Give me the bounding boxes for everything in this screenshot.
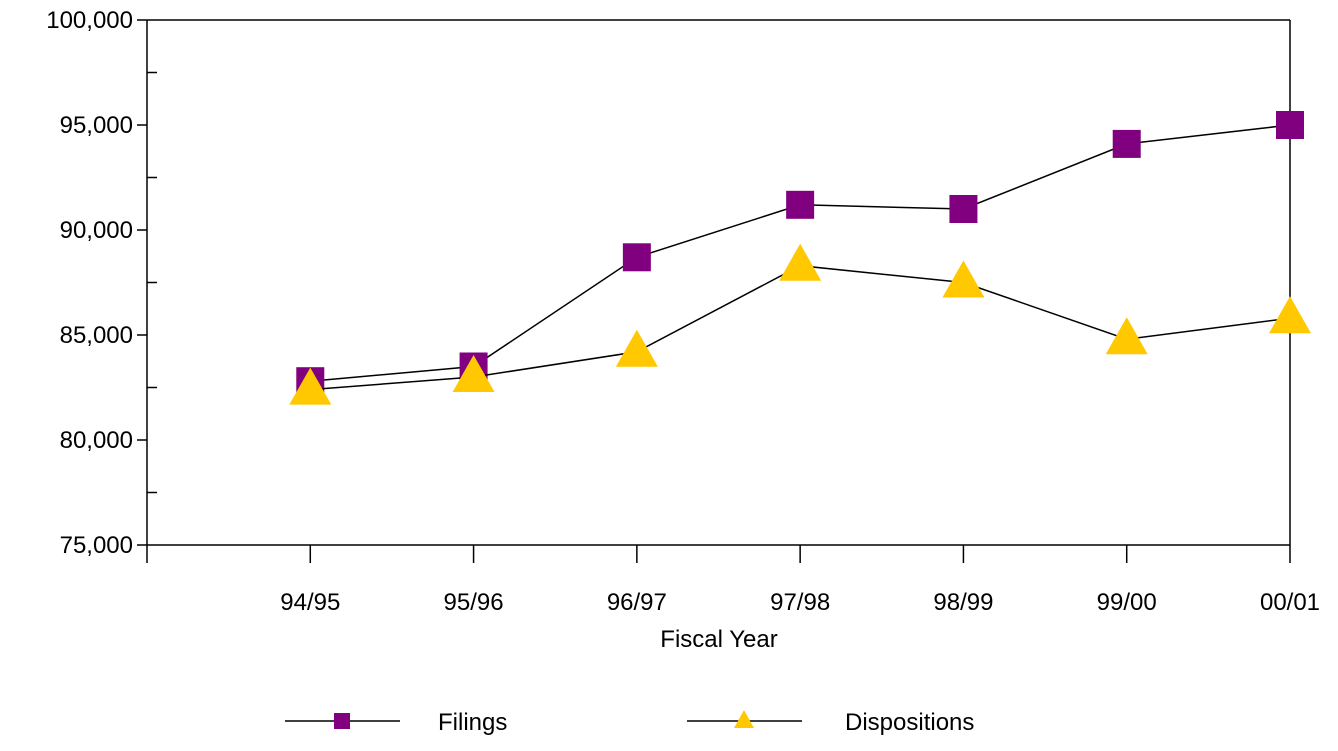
x-tick-label: 95/96 xyxy=(444,589,504,616)
legend-label-dispositions: Dispositions xyxy=(845,709,974,736)
dispositions-point xyxy=(452,355,495,392)
filings-point xyxy=(622,243,651,272)
x-tick-label: 99/00 xyxy=(1097,589,1157,616)
y-tick-label: 80,000 xyxy=(60,427,133,454)
dispositions-point xyxy=(779,243,822,281)
y-tick-label: 90,000 xyxy=(60,217,133,244)
dispositions-line xyxy=(310,264,1291,391)
y-tick-label: 100,000 xyxy=(46,7,133,34)
x-axis-ticks: 94/95 95/96 96/97 97/98 98/99 99/00 00/01 xyxy=(146,545,1320,616)
dispositions-series xyxy=(289,243,1311,405)
legend-marker-dispositions xyxy=(734,710,754,728)
filings-point xyxy=(1276,111,1304,139)
legend-item-filings: Filings xyxy=(285,709,507,736)
y-tick-label: 85,000 xyxy=(60,322,133,349)
x-axis-title: Fiscal Year xyxy=(660,626,777,653)
x-tick-label: 98/99 xyxy=(933,589,993,616)
x-tick-label: 97/98 xyxy=(770,589,830,616)
legend: Filings Dispositions xyxy=(285,709,974,736)
legend-item-dispositions: Dispositions xyxy=(687,709,974,736)
y-tick-label: 75,000 xyxy=(60,532,133,559)
series-layer xyxy=(289,111,1311,405)
dispositions-point xyxy=(1269,296,1311,334)
legend-label-filings: Filings xyxy=(438,709,507,736)
dispositions-point xyxy=(615,329,658,367)
legend-marker-filings xyxy=(334,713,350,729)
filings-point xyxy=(786,190,815,219)
y-tick-label: 95,000 xyxy=(60,112,133,139)
x-tick-label: 96/97 xyxy=(607,589,667,616)
axes xyxy=(146,19,1291,546)
x-tick-label: 00/01 xyxy=(1260,589,1320,616)
x-tick-label: 94/95 xyxy=(280,589,340,616)
dispositions-point xyxy=(1105,317,1148,355)
filings-point xyxy=(949,195,978,223)
dispositions-point xyxy=(289,367,332,405)
y-axis-ticks: 75,000 80,000 85,000 90,000 95,000 100,000 xyxy=(46,7,157,559)
dispositions-point xyxy=(942,260,985,298)
filings-point xyxy=(1112,129,1141,158)
